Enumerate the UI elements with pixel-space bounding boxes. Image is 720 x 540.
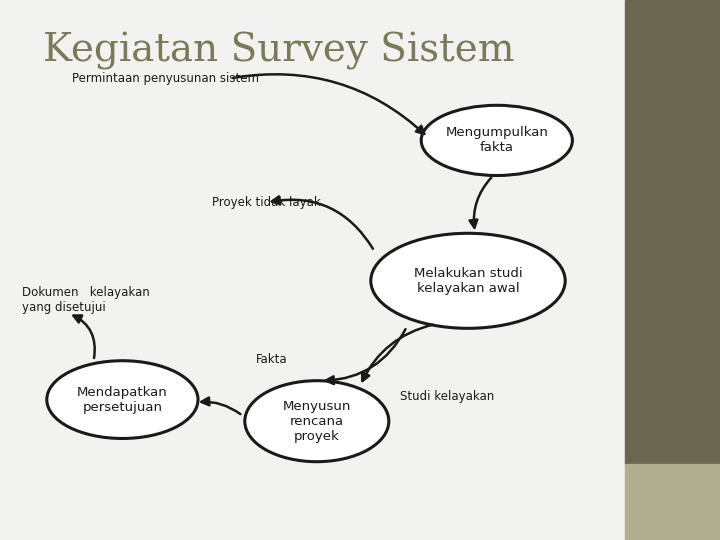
Text: Mengumpulkan
fakta: Mengumpulkan fakta	[446, 126, 548, 154]
Bar	[625, 464, 720, 540]
Ellipse shape	[47, 361, 198, 438]
Text: Melakukan studi
kelayakan awal: Melakukan studi kelayakan awal	[414, 267, 522, 295]
Bar	[625, 0, 720, 464]
Text: Mendapatkan
persetujuan: Mendapatkan persetujuan	[77, 386, 168, 414]
Text: Proyek tidak layak: Proyek tidak layak	[212, 196, 321, 209]
Text: Permintaan penyusunan sistem: Permintaan penyusunan sistem	[72, 72, 259, 85]
Ellipse shape	[245, 381, 389, 462]
Text: Dokumen   kelayakan
yang disetujui: Dokumen kelayakan yang disetujui	[22, 286, 149, 314]
Text: Kegiatan Survey Sistem: Kegiatan Survey Sistem	[43, 32, 515, 70]
Text: Studi kelayakan: Studi kelayakan	[400, 390, 494, 403]
Ellipse shape	[371, 233, 565, 328]
Text: Fakta: Fakta	[256, 353, 287, 366]
Ellipse shape	[421, 105, 572, 176]
Text: Menyusun
rencana
proyek: Menyusun rencana proyek	[283, 400, 351, 443]
